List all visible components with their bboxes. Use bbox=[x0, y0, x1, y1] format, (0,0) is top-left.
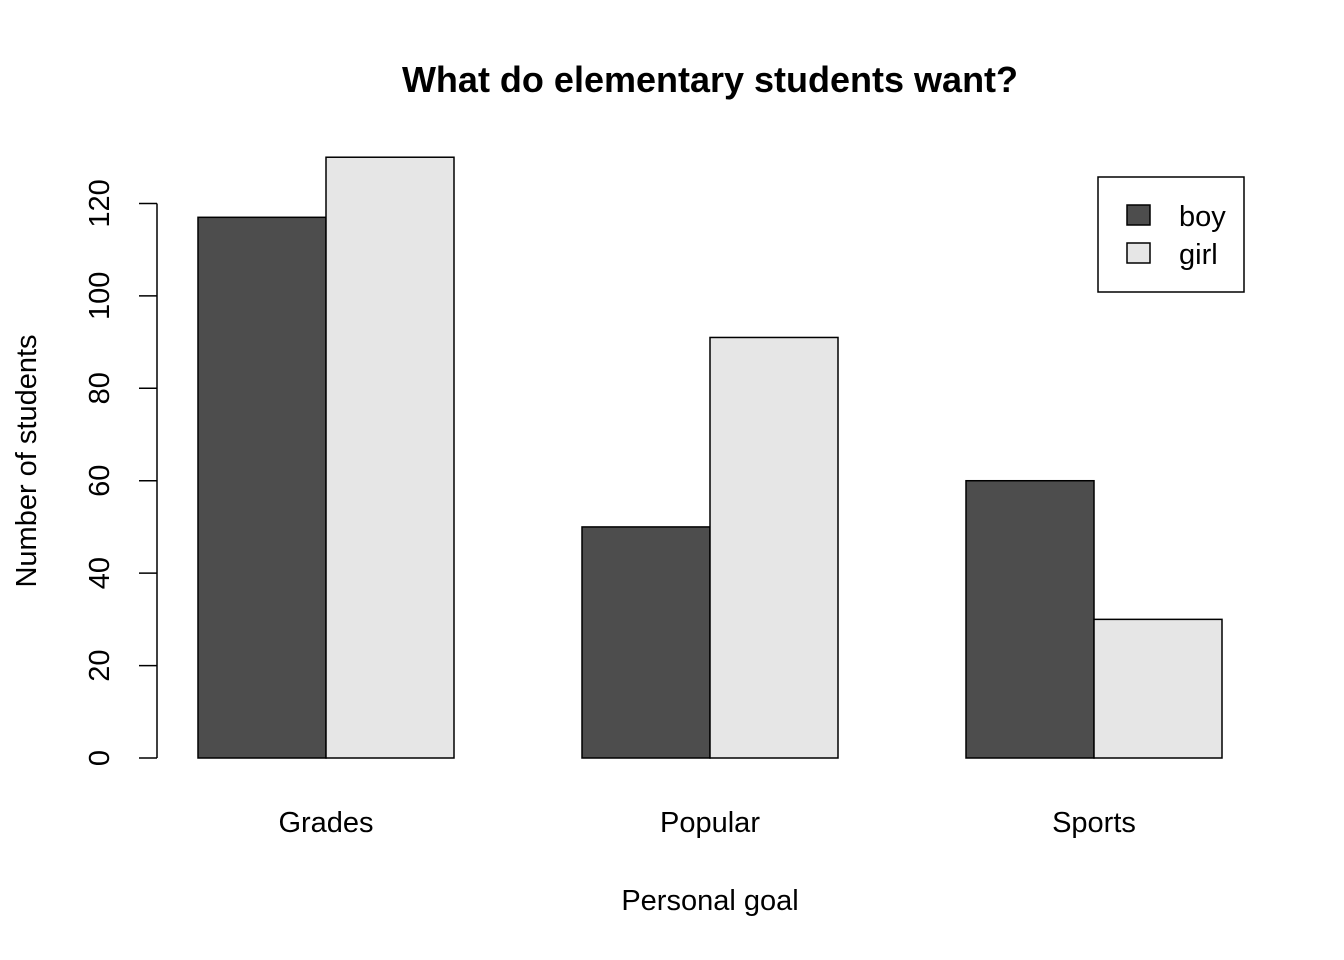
legend-swatch-boy bbox=[1126, 204, 1151, 226]
legend-label-girl: girl bbox=[1179, 239, 1218, 271]
y-tick-label: 100 bbox=[84, 272, 116, 320]
x-category-label: Sports bbox=[1052, 807, 1136, 839]
y-tick-label: 0 bbox=[84, 750, 116, 766]
x-category-label: Popular bbox=[660, 807, 760, 839]
bar-girl-popular bbox=[709, 336, 839, 759]
bar-girl-grades bbox=[325, 156, 455, 759]
y-axis: 0 20 40 60 80 100 120 bbox=[84, 179, 158, 766]
category-labels: Grades Popular Sports bbox=[278, 807, 1135, 839]
y-tick-label: 120 bbox=[84, 179, 116, 227]
x-category-label: Grades bbox=[278, 807, 373, 839]
bars-group bbox=[197, 156, 1223, 759]
y-tick-label: 60 bbox=[84, 465, 116, 497]
chart-title: What do elementary students want? bbox=[402, 59, 1018, 100]
bar-boy-popular bbox=[581, 526, 711, 759]
bar-boy-sports bbox=[965, 479, 1095, 759]
legend-label-boy: boy bbox=[1179, 201, 1226, 233]
y-tick-label: 80 bbox=[84, 372, 116, 404]
y-tick-label: 40 bbox=[84, 557, 116, 589]
y-tick-label: 20 bbox=[84, 649, 116, 681]
y-axis-label: Number of students bbox=[11, 334, 43, 587]
bar-boy-grades bbox=[197, 216, 327, 759]
legend: boy girl bbox=[1097, 176, 1245, 293]
legend-swatch-girl bbox=[1126, 242, 1151, 264]
x-axis-label: Personal goal bbox=[621, 885, 798, 917]
bar-girl-sports bbox=[1093, 618, 1223, 759]
legend-box bbox=[1097, 176, 1245, 293]
